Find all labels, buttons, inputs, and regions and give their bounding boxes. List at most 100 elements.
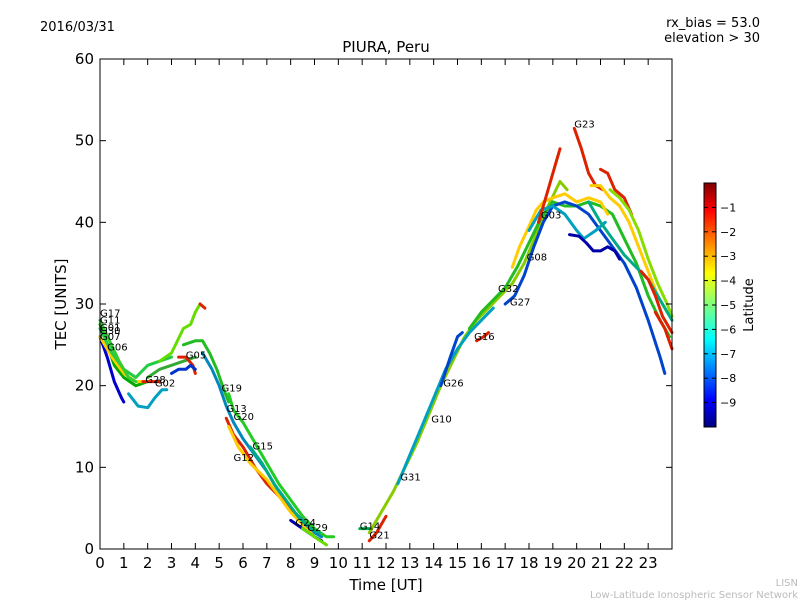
satellite-label: G23 [574, 120, 594, 131]
satellite-label: G30 [100, 326, 120, 337]
y-tick-label: 60 [75, 50, 94, 68]
x-tick-label: 3 [167, 554, 177, 572]
x-tick-label: 5 [214, 554, 224, 572]
colorbar-label: Latitude [742, 278, 757, 332]
satellite-label: G28 [145, 375, 165, 386]
colorbar-tick-label: −8 [720, 372, 736, 385]
x-tick-label: 23 [639, 554, 658, 572]
y-tick-label: 50 [75, 132, 94, 150]
series-line [248, 445, 321, 535]
x-tick-label: 12 [376, 554, 395, 572]
satellite-label: G29 [307, 523, 327, 534]
x-tick-label: 14 [424, 554, 443, 572]
y-tick-label: 30 [75, 295, 94, 313]
colorbar-tick-label: −2 [720, 226, 736, 239]
x-tick-label: 1 [119, 554, 129, 572]
series-line [639, 269, 674, 335]
satellite-label: G13 [226, 404, 246, 415]
series-line [181, 339, 231, 404]
series-line [653, 310, 674, 351]
y-axis-label: TEC [UNITS] [52, 259, 70, 351]
satellite-label: G20 [233, 412, 253, 423]
series-line [475, 331, 490, 343]
satellite-label: G16 [474, 332, 494, 343]
colorbar-tick-label: −6 [720, 323, 736, 336]
series-line [98, 318, 138, 384]
satellite-label: G31 [400, 472, 420, 483]
satellite-label: G01 [100, 323, 120, 334]
x-tick-label: 15 [448, 554, 467, 572]
y-tick-label: 10 [75, 458, 94, 476]
x-tick-label: 0 [95, 554, 105, 572]
y-axis: 0 10 20 30 40 50 60 [75, 50, 672, 558]
series-line [572, 126, 605, 192]
satellite-label: G19 [222, 383, 242, 394]
series-line [98, 335, 126, 404]
x-tick-label: 8 [286, 554, 296, 572]
x-tick-label: 20 [567, 554, 586, 572]
series-line [568, 233, 622, 261]
series-line [439, 331, 464, 388]
x-tick-label: 13 [400, 554, 419, 572]
series-line [537, 147, 562, 224]
satellite-label: G15 [253, 441, 273, 452]
colorbar-tick-label: −7 [720, 348, 736, 361]
series-line [198, 302, 207, 310]
satellite-label: G14 [360, 521, 380, 532]
satellite-labels: G17G11G01G30G07G06G28G02G05G19G13G20G15G… [100, 120, 595, 542]
series-line [608, 188, 674, 318]
series-layer [98, 126, 674, 547]
series-line [599, 167, 633, 216]
satellite-label: G21 [369, 530, 389, 541]
footer-network: Low-Latitude Ionospheric Sensor Network [590, 590, 798, 600]
satellite-label: G05 [186, 351, 206, 362]
satellite-label: G10 [431, 414, 451, 425]
series-line [510, 192, 610, 269]
colorbar-tick-label: −3 [720, 250, 736, 263]
colorbar-tick-label: −4 [720, 275, 736, 288]
satellite-label: G03 [541, 210, 561, 221]
y-tick-label: 20 [75, 377, 94, 395]
satellite-label: G27 [510, 298, 530, 309]
date-label: 2016/03/31 [40, 20, 115, 35]
colorbar-tick-label: −5 [720, 299, 736, 312]
colorbar-tick-label: −1 [720, 201, 736, 214]
satellite-label: G12 [233, 453, 253, 464]
series-line [301, 527, 328, 547]
x-tick-label: 9 [310, 554, 320, 572]
series-line [158, 302, 202, 363]
x-axis-label: Time [UT] [348, 576, 422, 594]
series-line [98, 335, 150, 384]
satellite-label: G17 [100, 308, 120, 319]
x-tick-label: 4 [191, 554, 201, 572]
satellite-label: G07 [100, 332, 120, 343]
x-tick-label: 19 [543, 554, 562, 572]
satellite-label: G11 [100, 316, 120, 327]
x-tick-label: 22 [615, 554, 634, 572]
series-line [127, 388, 169, 410]
x-tick-label: 6 [238, 554, 248, 572]
x-tick-label: 16 [472, 554, 491, 572]
x-tick-label: 18 [519, 554, 538, 572]
satellite-label: G06 [107, 343, 127, 354]
satellite-label: G02 [155, 378, 175, 389]
x-axis: 0 1 2 3 4 5 6 7 8 9 10 11 12 13 14 15 16 17 18 19 20 21 22 23 [95, 59, 658, 572]
elevation-label: elevation > 30 [664, 31, 760, 46]
x-tick-label: 11 [353, 554, 372, 572]
satellite-label: G26 [443, 378, 463, 389]
x-tick-label: 21 [591, 554, 610, 572]
satellite-label: G08 [527, 253, 547, 264]
series-line [587, 200, 674, 322]
y-tick-label: 0 [84, 540, 94, 558]
x-tick-label: 7 [262, 554, 272, 572]
colorbar-tick-label: −9 [720, 397, 736, 410]
rx-bias-label: rx_bias = 53.0 [666, 16, 760, 31]
satellite-label: G24 [295, 518, 315, 529]
y-tick-label: 40 [75, 213, 94, 231]
x-tick-label: 2 [143, 554, 153, 572]
x-tick-label: 17 [496, 554, 515, 572]
chart-title: PIURA, Peru [342, 38, 429, 56]
series-line [170, 363, 197, 375]
satellite-label: G32 [498, 284, 518, 295]
